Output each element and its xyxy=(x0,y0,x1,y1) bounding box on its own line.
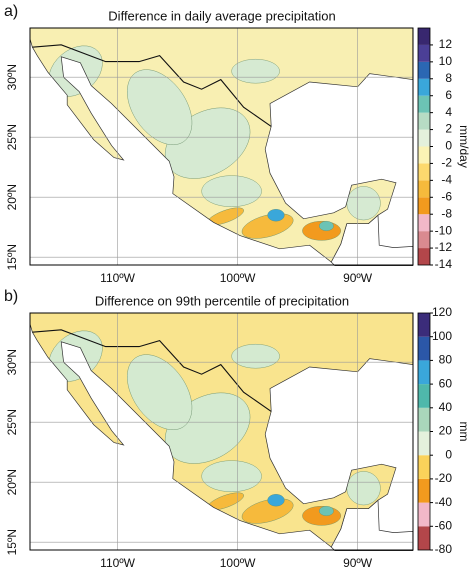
lat-label: 30ºN xyxy=(5,349,19,375)
colorbar-segment xyxy=(418,146,430,164)
colorbar-tick-label: 100 xyxy=(432,329,452,343)
colorbar-tick-label: -60 xyxy=(435,518,453,532)
anomaly-area xyxy=(201,460,262,492)
colorbar-tick-label: 40 xyxy=(439,400,453,414)
colorbar-segment xyxy=(418,478,430,503)
colorbar-tick-label: 60 xyxy=(439,376,453,390)
border xyxy=(32,329,272,412)
anomaly-area xyxy=(201,175,262,207)
colorbar-segment xyxy=(418,313,430,337)
map-panel xyxy=(29,27,414,266)
anomaly-area xyxy=(346,471,381,506)
lon-label: 110ºW xyxy=(100,556,136,567)
colorbar-tick-label: 20 xyxy=(439,424,453,438)
colorbar-tick-label: 6 xyxy=(445,88,452,102)
colorbar-segment xyxy=(418,112,430,130)
map-frame xyxy=(29,312,414,551)
border xyxy=(32,44,272,127)
colorbar-segment xyxy=(418,248,430,265)
lat-label: 25ºN xyxy=(5,124,19,150)
panel-label: a) xyxy=(4,3,18,20)
colorbar-segment xyxy=(418,78,430,96)
colorbar-tick-label: 10 xyxy=(439,54,453,68)
anomaly-area xyxy=(318,505,334,516)
colorbar-tick-label: 8 xyxy=(445,71,452,85)
colorbar-segment xyxy=(418,214,430,232)
colorbar-label: mm xyxy=(457,422,471,442)
colorbar-tick-label: 0 xyxy=(445,447,452,461)
anomaly-area xyxy=(231,59,280,84)
colorbar-segment xyxy=(418,407,430,432)
lat-label: 30ºN xyxy=(5,64,19,90)
colorbar-segment xyxy=(418,526,430,550)
lon-label: 90ºW xyxy=(343,271,373,285)
colorbar-segment xyxy=(418,129,430,147)
colorbar-label: mm/day xyxy=(457,125,471,168)
colorbar-segment xyxy=(418,95,430,113)
lat-label: 25ºN xyxy=(5,409,19,435)
anomaly-area xyxy=(267,493,285,507)
panel-label: b) xyxy=(4,288,18,305)
anomaly-area xyxy=(127,69,193,145)
colorbar-tick-label: -10 xyxy=(435,223,453,237)
panel-title: Difference on 99th percentile of precipi… xyxy=(95,293,349,308)
colorbar-segment xyxy=(418,384,430,408)
colorbar-segment xyxy=(418,455,430,479)
colorbar-segment xyxy=(418,360,430,385)
colorbar-tick-label: -40 xyxy=(435,495,453,509)
colorbar-tick-label: 4 xyxy=(445,105,452,119)
colorbar-tick-label: -2 xyxy=(441,156,452,170)
lat-label: 20ºN xyxy=(5,469,19,495)
colorbar-tick-label: 12 xyxy=(439,37,453,51)
colorbar-tick-label: -80 xyxy=(435,542,453,556)
colorbar-segment xyxy=(418,336,430,361)
anomaly-area xyxy=(346,186,381,221)
colorbar-segment xyxy=(418,180,430,198)
colorbar-tick-label: 2 xyxy=(445,122,452,136)
colorbar-segment xyxy=(418,502,430,527)
lon-label: 90ºW xyxy=(343,556,373,567)
colorbar-tick-label: -6 xyxy=(441,189,452,203)
anomaly-fields xyxy=(48,330,381,526)
anomaly-area xyxy=(127,354,193,430)
lat-label: 20ºN xyxy=(5,184,19,210)
colorbar-segment xyxy=(418,44,430,62)
colorbar-segment xyxy=(418,197,430,215)
coastline xyxy=(29,27,414,263)
anomaly-area xyxy=(318,220,334,231)
colorbar-segment xyxy=(418,231,430,249)
lat-label: 15ºN xyxy=(5,244,19,270)
map-panel xyxy=(29,312,414,551)
map-frame xyxy=(29,27,414,266)
anomaly-area xyxy=(231,344,280,369)
colorbar-segment xyxy=(418,163,430,181)
colorbar-tick-label: -12 xyxy=(435,240,453,254)
colorbar-segment xyxy=(418,431,430,456)
colorbar-tick-label: -20 xyxy=(435,471,453,485)
panel-title: Difference in daily average precipitatio… xyxy=(108,8,335,23)
colorbar-tick-label: -8 xyxy=(441,206,452,220)
colorbar-segment xyxy=(418,61,430,79)
colorbar-segment xyxy=(418,28,430,45)
colorbar-tick-label: 0 xyxy=(445,139,452,153)
lat-label: 15ºN xyxy=(5,529,19,555)
colorbar-tick-label: -4 xyxy=(441,173,452,187)
colorbar-tick-label: 120 xyxy=(432,305,452,319)
lon-label: 100ºW xyxy=(220,271,256,285)
lon-label: 100ºW xyxy=(220,556,256,567)
colorbar-tick-label: -14 xyxy=(435,257,453,271)
colorbar-tick-label: 80 xyxy=(439,353,453,367)
lon-label: 110ºW xyxy=(100,271,136,285)
anomaly-area xyxy=(267,208,285,222)
coastline xyxy=(29,312,414,548)
